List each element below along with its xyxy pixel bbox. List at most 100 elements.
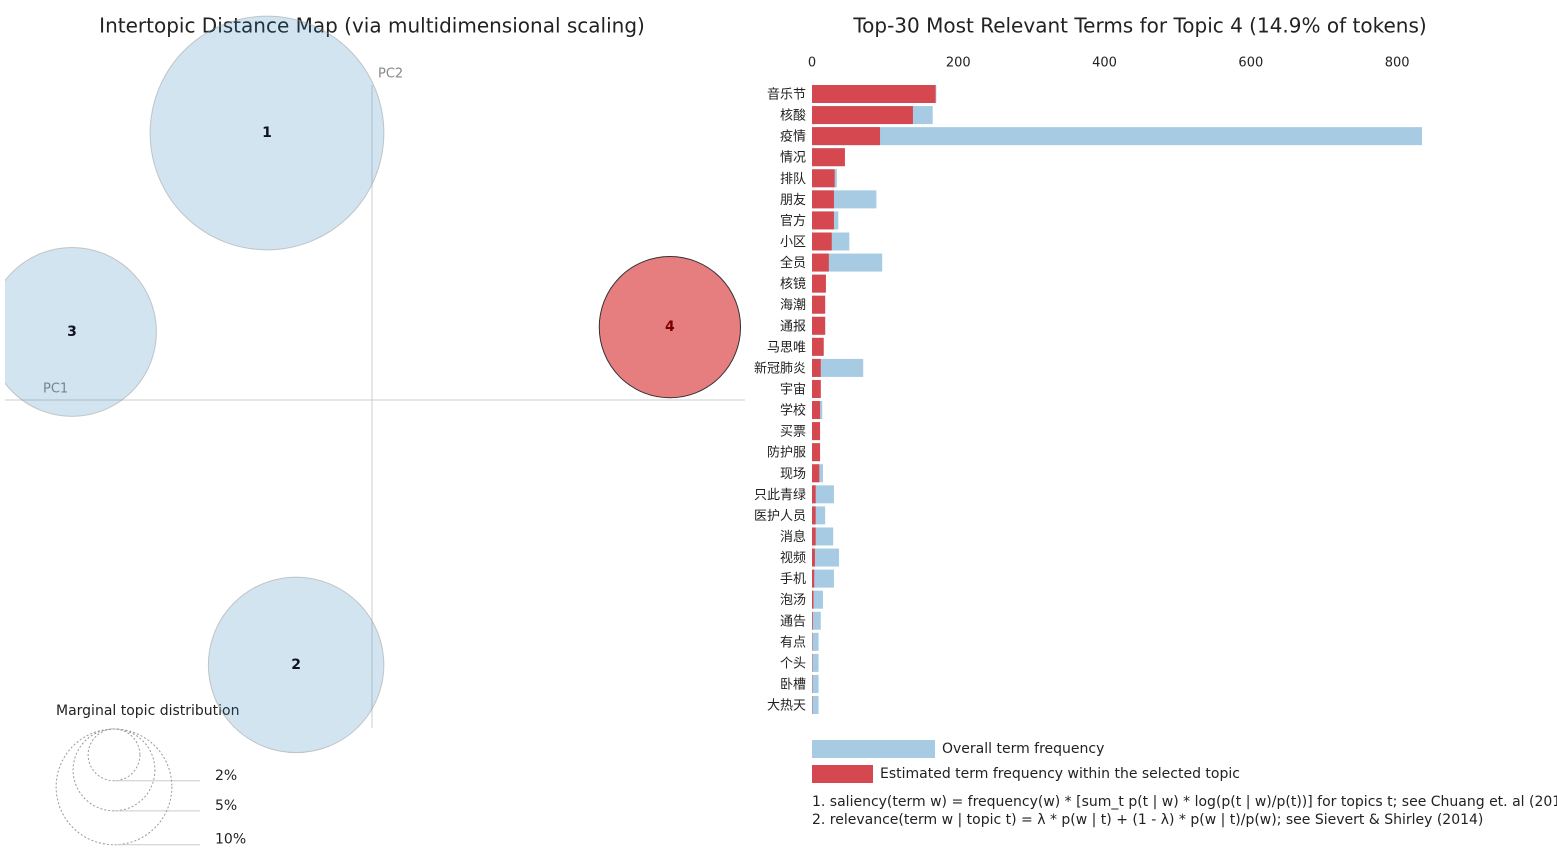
topic-label: 4: [665, 319, 675, 335]
term-label: 音乐节: [767, 87, 806, 103]
topic-bar: [812, 190, 834, 209]
size-legend-circle: [55, 728, 173, 846]
overall-bar: [812, 674, 819, 693]
topic-label: 1: [262, 125, 272, 141]
term-label: 官方: [780, 213, 806, 229]
x-tick-label: 600: [1238, 56, 1263, 71]
topic-bar: [812, 358, 821, 377]
topic-circle: [149, 15, 385, 251]
legend-swatch: [812, 740, 935, 758]
overall-bar: [812, 653, 819, 672]
term-label: 视频: [780, 551, 806, 566]
x-tick-label: 200: [946, 56, 971, 71]
overall-bar: [812, 632, 819, 651]
map-title: Intertopic Distance Map (via multidimens…: [99, 14, 645, 38]
x-tick-label: 0: [808, 56, 816, 71]
topic-label: 2: [291, 657, 301, 673]
topic-bar: [812, 443, 821, 462]
term-label: 新冠肺炎: [754, 360, 806, 376]
term-label: 朋友: [780, 192, 806, 208]
term-label: 马思唯: [767, 340, 806, 355]
topic-bar: [812, 106, 913, 125]
topic-label: 3: [67, 324, 77, 340]
map: 1 2 3 4: [5, 15, 742, 754]
term-label: 疫情: [780, 129, 806, 145]
overall-bar: [812, 127, 1422, 146]
term-label: 核镜: [780, 277, 806, 292]
topic-bar: [812, 401, 821, 420]
term-label: 海潮: [780, 298, 806, 313]
term-label: 通报: [780, 319, 806, 334]
topic-circle: [5, 246, 157, 417]
legend-swatch: [812, 765, 873, 783]
term-label: 宇宙: [780, 382, 806, 397]
topic-bar: [812, 464, 820, 483]
term-label: 泡汤: [780, 593, 806, 608]
topic-circle: [598, 255, 742, 399]
topic-bar: [812, 253, 829, 272]
pc1-label: PC1: [43, 382, 68, 397]
pc2-label: PC2: [378, 67, 403, 82]
term-label: 情况: [780, 151, 806, 166]
term-label: 学校: [780, 403, 806, 419]
legend-label: Estimated term frequency within the sele…: [880, 766, 1240, 782]
term-label: 买票: [780, 425, 806, 440]
topic-bar: [812, 295, 826, 314]
term-label: 手机: [780, 572, 806, 587]
topic-bar: [812, 611, 813, 630]
overall-bar: [812, 527, 834, 546]
term-label: 只此青绿: [754, 488, 806, 503]
topic-bar: [812, 211, 834, 230]
overall-bar: [812, 548, 840, 567]
topic-bar: [812, 169, 835, 188]
term-label: 卧槽: [780, 677, 806, 692]
bar-title: Top-30 Most Relevant Terms for Topic 4 (…: [852, 14, 1426, 38]
term-label: 大热天: [767, 699, 806, 714]
overall-bar: [812, 569, 834, 588]
term-label: 通告: [780, 614, 806, 629]
size-legend-label: 2%: [215, 768, 237, 784]
footnote: 2. relevance(term w | topic t) = λ * p(w…: [812, 812, 1483, 828]
overall-bar: [812, 253, 883, 272]
term-label: 核酸: [780, 109, 806, 124]
legend-label: Overall term frequency: [942, 741, 1104, 757]
topic-bar: [812, 485, 816, 504]
term-label: 个头: [780, 656, 806, 671]
overall-bar: [812, 696, 819, 715]
term-label: 消息: [780, 529, 806, 545]
footnote: 1. saliency(term w) = frequency(w) * [su…: [812, 794, 1557, 810]
topic-bar: [812, 85, 936, 103]
size-legend-label: 5%: [215, 798, 237, 814]
topic-bar: [812, 127, 881, 146]
topic-bar: [812, 422, 821, 441]
term-label: 现场: [780, 467, 806, 482]
topic-bar: [812, 548, 815, 567]
x-tick-label: 400: [1092, 56, 1117, 71]
size-legend-circle: [72, 728, 156, 812]
topic-bar: [812, 590, 814, 609]
topic-bar: [812, 379, 821, 398]
term-label: 排队: [780, 172, 806, 187]
topic-circle: [207, 576, 385, 754]
overall-bar: [812, 485, 834, 504]
size-legend-circle: [87, 728, 141, 782]
overall-bar: [812, 590, 823, 609]
topic-bar: [812, 527, 816, 546]
overall-bar: [812, 611, 821, 630]
size-legend-title: Marginal topic distribution: [56, 703, 240, 719]
term-label: 小区: [780, 235, 806, 250]
topic-bar: [812, 506, 816, 525]
x-tick-label: 800: [1385, 56, 1410, 71]
topic-bar: [812, 569, 815, 588]
term-label: 防护服: [767, 445, 806, 461]
term-label: 有点: [780, 635, 806, 650]
size-legend-label: 10%: [215, 832, 246, 848]
topic-bar: [812, 274, 826, 293]
topic-bar: [812, 337, 824, 356]
topic-bar: [812, 232, 832, 251]
term-label: 医护人员: [754, 509, 806, 524]
overall-bar: [812, 358, 864, 377]
topic-bar: [812, 148, 845, 167]
topic-bar: [812, 316, 826, 335]
